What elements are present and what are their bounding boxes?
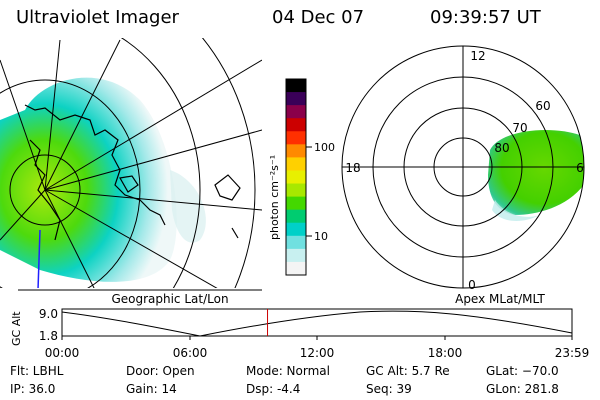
colorbar-unit-label: photon cm⁻²s⁻¹ xyxy=(268,155,281,240)
colorbar-segment xyxy=(286,118,306,132)
xtick-1200: 12:00 xyxy=(300,346,335,360)
colorbar-segment xyxy=(286,196,306,211)
colorbar-segment xyxy=(286,183,306,198)
colorbar-segment xyxy=(286,261,306,276)
time-label: 09:39:57 UT xyxy=(430,7,541,28)
ytick-1-8: 1.8 xyxy=(39,329,58,343)
xtick-0000: 00:00 xyxy=(45,346,80,360)
colorbar-segment xyxy=(286,92,306,106)
geographic-map xyxy=(0,38,262,288)
xtick-1800: 18:00 xyxy=(428,346,463,360)
timeline-ylabel: GC Alt xyxy=(10,311,23,346)
xtick-2359: 23:59 xyxy=(555,346,590,360)
mlat-label-60: 60 xyxy=(535,99,550,113)
magnetic-map xyxy=(488,130,584,222)
colorbar-segment xyxy=(286,222,306,237)
status-dsp: Dsp: -4.4 xyxy=(246,382,301,396)
colorbar-tick-10: 10 xyxy=(314,230,328,243)
mlt-label-18: 18 xyxy=(345,161,360,175)
mag-map-label: Apex MLat/MLT xyxy=(455,292,545,306)
status-mode: Mode: Normal xyxy=(246,364,330,378)
mlt-label-0: 0 xyxy=(468,278,476,292)
mlat-label-70: 70 xyxy=(512,121,527,135)
colorbar-segment xyxy=(286,157,306,171)
status-gain: Gain: 14 xyxy=(126,382,177,396)
status-glon: GLon: 281.8 xyxy=(486,382,559,396)
colorbar-segment xyxy=(286,79,306,93)
mlt-label-6: 6 xyxy=(576,161,584,175)
xtick-0600: 06:00 xyxy=(173,346,208,360)
colorbar-tick-100: 100 xyxy=(314,141,335,154)
mlat-label-80: 80 xyxy=(494,141,509,155)
status-door: Door: Open xyxy=(126,364,195,378)
status-ip: IP: 36.0 xyxy=(10,382,56,396)
colorbar-segment xyxy=(286,144,306,158)
mlt-label-12: 12 xyxy=(470,49,485,63)
altitude-curve xyxy=(61,310,573,337)
colorbar-segment xyxy=(286,105,306,119)
geo-map-label: Geographic Lat/Lon xyxy=(111,292,228,306)
instrument-title: Ultraviolet Imager xyxy=(16,7,179,28)
ytick-9: 9.0 xyxy=(39,307,58,321)
aurora-oval-geo xyxy=(0,77,177,282)
status-glat: GLat: −70.0 xyxy=(486,364,559,378)
colorbar-segment xyxy=(286,170,306,185)
colorbar-segment xyxy=(286,248,306,263)
date-label: 04 Dec 07 xyxy=(272,7,365,28)
status-flt: Flt: LBHL xyxy=(10,364,64,378)
polar-grid xyxy=(341,45,585,289)
status-gc-alt: GC Alt: 5.7 Re xyxy=(366,364,450,378)
coastline xyxy=(24,104,241,241)
colorbar-segment xyxy=(286,235,306,250)
aurora-oval-mag xyxy=(488,130,584,215)
colorbar xyxy=(286,79,306,276)
colorbar-segment xyxy=(286,131,306,145)
orbit-altitude-plot: 9.0 1.8 GC Alt 00:00 06:00 12:00 18:00 2… xyxy=(10,307,589,360)
colorbar-segment xyxy=(286,209,306,224)
status-seq: Seq: 39 xyxy=(366,382,412,396)
